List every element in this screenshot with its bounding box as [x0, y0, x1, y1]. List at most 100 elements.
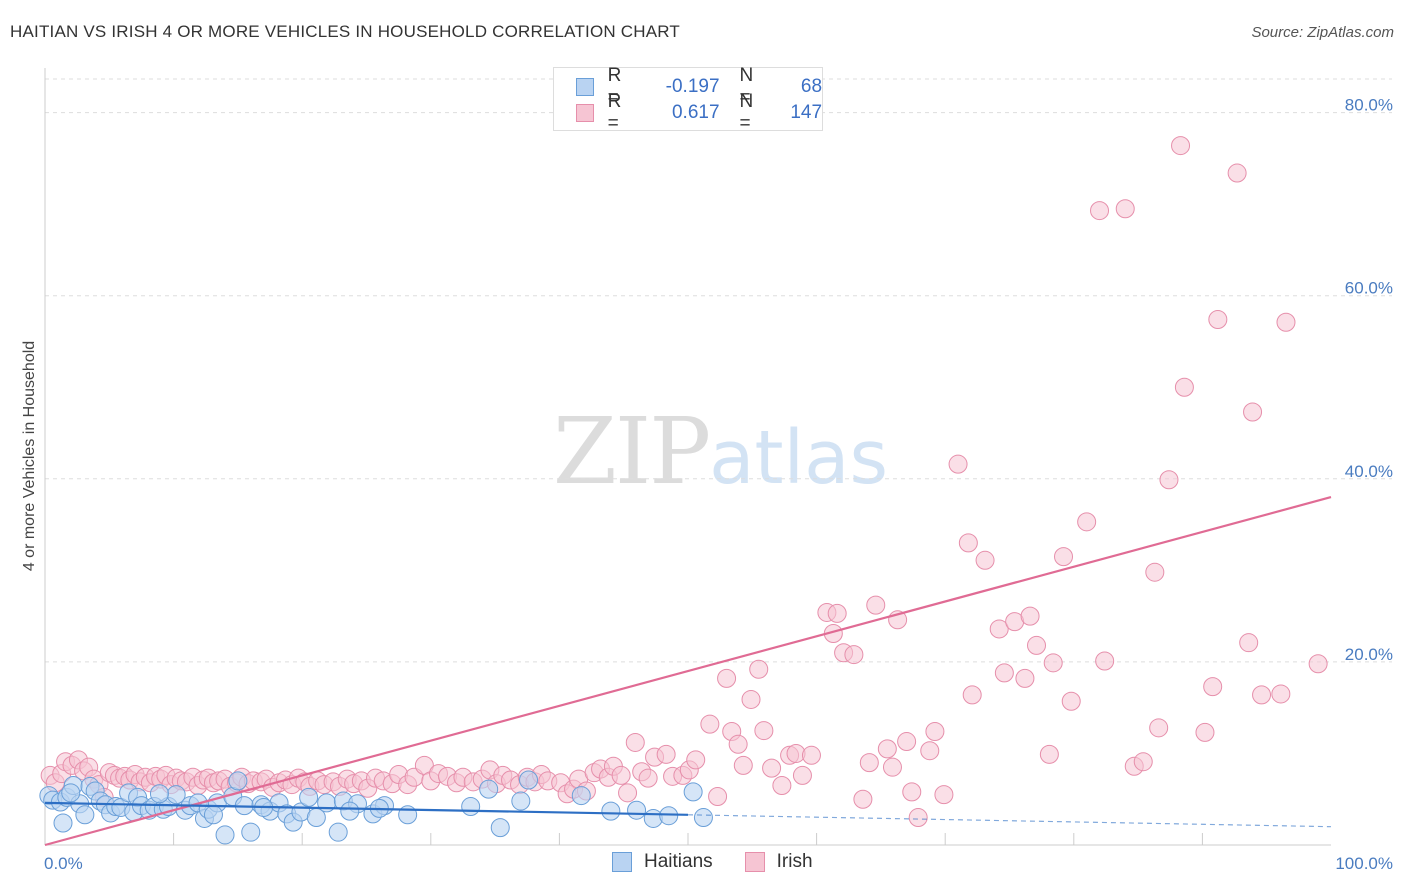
irish-point	[625, 732, 645, 752]
irish-trend-line	[44, 496, 1332, 847]
irish-point	[1043, 653, 1063, 673]
haitian-point	[61, 783, 81, 803]
irish-point	[1271, 684, 1291, 704]
irish-point	[1061, 691, 1081, 711]
irish-point	[1015, 668, 1035, 688]
watermark: ZIPatlas	[553, 398, 888, 505]
irish-point	[638, 768, 658, 788]
haitian-point	[228, 771, 248, 791]
irish-point	[866, 595, 886, 615]
irish-r-value: 0.617	[671, 102, 720, 123]
irish-point	[1020, 606, 1040, 626]
haitian-point	[490, 818, 510, 838]
haitian-trend-line	[44, 801, 689, 816]
irish-point	[686, 750, 706, 770]
irish-point	[762, 758, 782, 778]
irish-point	[1171, 136, 1191, 156]
haitian-point	[511, 791, 531, 811]
irish-point	[1243, 402, 1263, 422]
irish-point	[801, 745, 821, 765]
haitian-point	[328, 822, 348, 842]
irish-point	[975, 550, 995, 570]
irish-point	[1208, 310, 1228, 330]
y-tick-label: 80.0%	[1345, 96, 1393, 115]
irish-point	[1276, 312, 1296, 332]
irish-point	[1077, 512, 1097, 532]
irish-point	[1054, 547, 1074, 567]
haitian-point	[659, 806, 679, 826]
haitian-point	[519, 770, 539, 790]
haitian-point	[241, 822, 261, 842]
haitian-point	[299, 787, 319, 807]
y-tick-label: 60.0%	[1345, 279, 1393, 298]
haitians-r-label: R =	[607, 65, 622, 108]
legend-item-irish[interactable]: Irish	[744, 851, 813, 873]
haitian-point	[683, 782, 703, 802]
irish-swatch	[576, 104, 594, 122]
irish-point	[733, 755, 753, 775]
irish-point	[859, 753, 879, 773]
irish-point	[1039, 744, 1059, 764]
haitian-point	[149, 784, 169, 804]
irish-point	[1115, 199, 1135, 219]
irish-point	[1174, 377, 1194, 397]
irish-point	[1159, 470, 1179, 490]
legend-item-haitians[interactable]: Haitians	[612, 851, 713, 873]
irish-point	[618, 783, 638, 803]
irish-n-value: 147	[790, 102, 823, 123]
irish-point	[1252, 685, 1272, 705]
correlation-legend: R = -0.197 N = 68 R = 0.617 N = 147	[553, 65, 823, 134]
irish-point	[1149, 718, 1169, 738]
haitian-point	[693, 808, 713, 828]
irish-point	[717, 668, 737, 688]
y-tick-label: 20.0%	[1345, 645, 1393, 664]
y-tick-label: 40.0%	[1345, 462, 1393, 481]
irish-legend-label: Irish	[776, 851, 813, 872]
irish-point	[844, 645, 864, 665]
irish-point	[700, 714, 720, 734]
haitian-trend-extension	[687, 814, 1332, 828]
y-axis-label: 4 or more Vehicles in Household	[21, 341, 38, 571]
irish-point	[925, 721, 945, 741]
haitian-point	[627, 800, 647, 820]
irish-point	[962, 685, 982, 705]
watermark-zip: ZIP	[553, 398, 711, 505]
irish-point	[1090, 201, 1110, 221]
irish-point	[902, 782, 922, 802]
irish-point	[1145, 562, 1165, 582]
haitian-point	[215, 825, 235, 845]
irish-points	[40, 136, 1328, 828]
irish-point	[908, 808, 928, 828]
irish-point	[882, 757, 902, 777]
grid	[45, 78, 1392, 663]
irish-point	[934, 785, 954, 805]
haitians-n-label: N =	[739, 65, 754, 108]
irish-point	[920, 741, 940, 761]
irish-point	[656, 744, 676, 764]
haitians-swatch	[576, 78, 594, 96]
irish-point	[948, 454, 968, 474]
irish-point	[1095, 651, 1115, 671]
irish-point	[958, 533, 978, 553]
irish-point	[1227, 163, 1247, 183]
trend-lines	[44, 496, 1332, 847]
irish-point	[877, 739, 897, 759]
haitian-point	[340, 801, 360, 821]
irish-point	[1239, 633, 1259, 653]
chart-title: HAITIAN VS IRISH 4 OR MORE VEHICLES IN H…	[10, 22, 681, 41]
haitian-point	[601, 801, 621, 821]
irish-point	[1027, 635, 1047, 655]
irish-legend-swatch	[744, 852, 765, 872]
irish-point	[1195, 722, 1215, 742]
haitian-point	[203, 805, 223, 825]
irish-point	[1203, 677, 1223, 697]
axes	[44, 68, 1331, 846]
irish-point	[772, 775, 792, 795]
irish-point	[708, 786, 728, 806]
haitian-point	[75, 805, 95, 825]
irish-point	[827, 603, 847, 623]
legend-row-haitians: R = -0.197 N = 68	[576, 65, 822, 108]
x-tick-label: 100.0%	[1335, 854, 1393, 873]
irish-r-label: R =	[607, 91, 622, 134]
irish-point	[1133, 752, 1153, 772]
